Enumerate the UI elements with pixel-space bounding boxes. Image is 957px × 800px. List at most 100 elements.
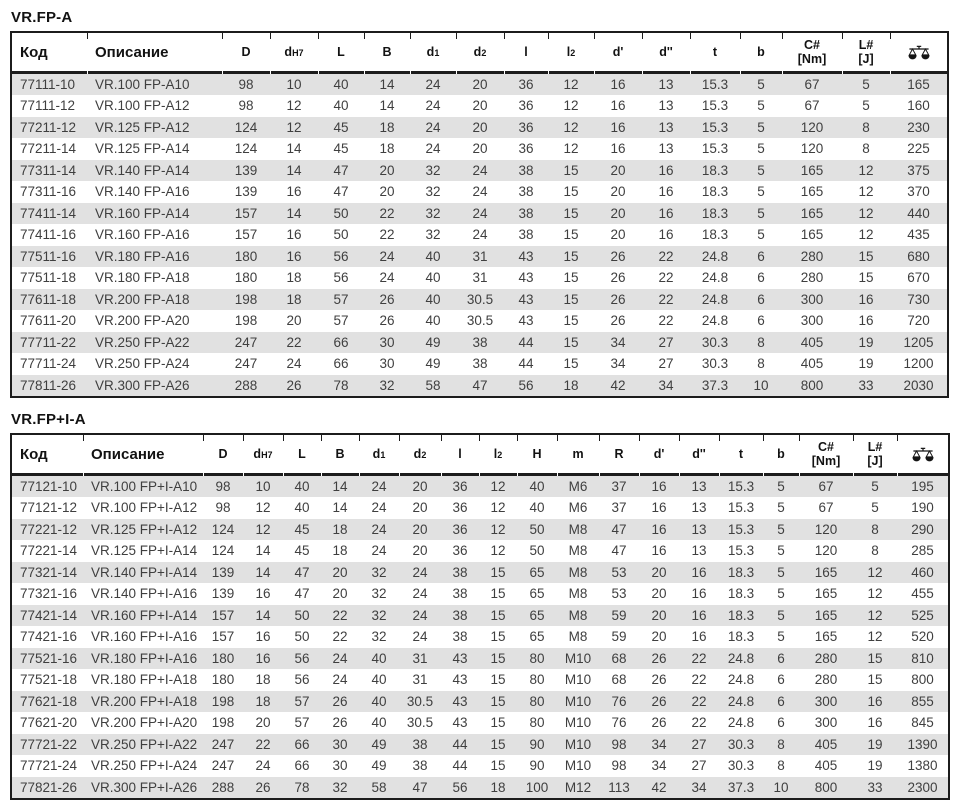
value-cell: 20 <box>651 629 667 645</box>
value-cell: 43 <box>452 672 468 688</box>
value-cell: 80 <box>529 650 545 666</box>
value-cell: 24 <box>412 586 428 602</box>
value-cell: 38 <box>472 356 488 372</box>
code-cell: 77521-18 <box>20 672 78 688</box>
value-cell: 1390 <box>907 736 938 752</box>
value-cell: 67 <box>804 76 820 92</box>
value-cell: 5 <box>757 184 765 200</box>
code-cell: 77811-26 <box>20 377 77 393</box>
value-cell: 24.8 <box>701 291 729 307</box>
code-cell: 77321-14 <box>20 564 78 580</box>
description-cell: VR.180 FP+I-A16 <box>91 650 198 666</box>
value-cell: 68 <box>611 650 627 666</box>
value-cell: 180 <box>211 650 235 666</box>
code-cell: 77611-20 <box>20 313 77 329</box>
value-cell: 26 <box>270 375 318 398</box>
value-cell: M8 <box>568 521 588 537</box>
value-cell: 15 <box>563 334 579 350</box>
value-cell: 13 <box>658 76 674 92</box>
value-cell: 15 <box>563 313 579 329</box>
value-cell: 16 <box>651 521 667 537</box>
value-cell: 19 <box>867 758 883 774</box>
value-cell: 40 <box>371 693 387 709</box>
value-cell: 124 <box>234 141 258 157</box>
value-cell: 90 <box>529 736 545 752</box>
value-cell: 22 <box>691 693 707 709</box>
value-cell: 38 <box>452 564 468 580</box>
value-cell: 20 <box>651 586 667 602</box>
value-cell: 5 <box>871 500 879 516</box>
value-cell: 98 <box>611 736 627 752</box>
value-cell: 38 <box>518 162 534 178</box>
value-cell: 285 <box>911 543 934 559</box>
value-cell: 56 <box>333 270 349 286</box>
value-cell: 247 <box>234 356 258 372</box>
column-header: l2 <box>479 434 517 476</box>
value-cell: 47 <box>294 564 310 580</box>
table-row: 77721-22 VR.250 FP+I-A22 247 22 66 30 49 38 44 15… <box>11 733 949 756</box>
value-cell: 2300 <box>897 777 949 800</box>
value-cell: 460 <box>911 564 934 580</box>
value-cell: 22 <box>691 715 707 731</box>
value-cell: 34 <box>651 736 667 752</box>
value-cell: 5 <box>777 564 785 580</box>
value-cell: 16 <box>286 184 302 200</box>
table-row: 77711-22 VR.250 FP-A22 247 22 66 30 49 38 44 15 34… <box>11 331 948 354</box>
value-cell: 157 <box>234 227 258 243</box>
value-cell: 78 <box>318 375 364 398</box>
value-cell: 6 <box>777 672 785 688</box>
value-cell: 120 <box>814 521 838 537</box>
column-header: b <box>740 32 782 74</box>
column-header: Описание <box>83 434 203 476</box>
column-header: l2 <box>548 32 594 74</box>
value-cell: 45 <box>333 119 349 135</box>
code-cell: 77121-12 <box>20 500 78 516</box>
value-cell: 24 <box>371 521 387 537</box>
description-cell: VR.300 FP-A26 <box>87 375 222 398</box>
value-cell: 300 <box>800 291 824 307</box>
value-cell: 65 <box>529 586 545 602</box>
value-cell: 30.3 <box>727 758 755 774</box>
value-cell: 32 <box>371 564 387 580</box>
value-cell: 16 <box>610 76 626 92</box>
value-cell: 30.5 <box>466 291 494 307</box>
value-cell: M6 <box>568 478 588 494</box>
value-cell: 5 <box>777 586 785 602</box>
value-cell: 435 <box>907 227 930 243</box>
value-cell: 290 <box>911 521 934 537</box>
value-cell: 16 <box>691 564 707 580</box>
value-cell: 33 <box>853 777 897 800</box>
table-row: 77511-16 VR.180 FP-A16 180 16 56 24 40 31 43 15 26… <box>11 245 948 268</box>
table-row: 77111-12 VR.100 FP-A12 98 12 40 14 24 20 36 12 16 1… <box>11 95 948 117</box>
value-cell: 18 <box>379 141 395 157</box>
value-cell: 32 <box>371 629 387 645</box>
value-cell: 20 <box>651 564 667 580</box>
value-cell: 1205 <box>903 334 934 350</box>
value-cell: 38 <box>518 205 534 221</box>
value-cell: 8 <box>871 543 879 559</box>
value-cell: 12 <box>867 629 883 645</box>
scales-icon <box>911 447 934 462</box>
column-header: R <box>599 434 639 476</box>
value-cell: 38 <box>452 629 468 645</box>
value-cell: 57 <box>294 693 310 709</box>
value-cell: 15 <box>490 736 506 752</box>
value-cell: 40 <box>529 500 545 516</box>
value-cell: 24 <box>379 270 395 286</box>
value-cell: 65 <box>529 629 545 645</box>
value-cell: 6 <box>757 313 765 329</box>
value-cell: 24.8 <box>727 650 755 666</box>
value-cell: 32 <box>425 227 441 243</box>
value-cell: 8 <box>862 141 870 157</box>
value-cell: 22 <box>379 227 395 243</box>
value-cell: 26 <box>379 313 395 329</box>
value-cell: 20 <box>332 564 348 580</box>
value-cell: 5 <box>777 478 785 494</box>
value-cell: 15 <box>563 291 579 307</box>
value-cell: 40 <box>371 715 387 731</box>
value-cell: 27 <box>658 334 674 350</box>
value-cell: 45 <box>294 543 310 559</box>
value-cell: 190 <box>911 500 934 516</box>
value-cell: 165 <box>814 564 838 580</box>
description-cell: VR.250 FP-A22 <box>95 334 190 350</box>
